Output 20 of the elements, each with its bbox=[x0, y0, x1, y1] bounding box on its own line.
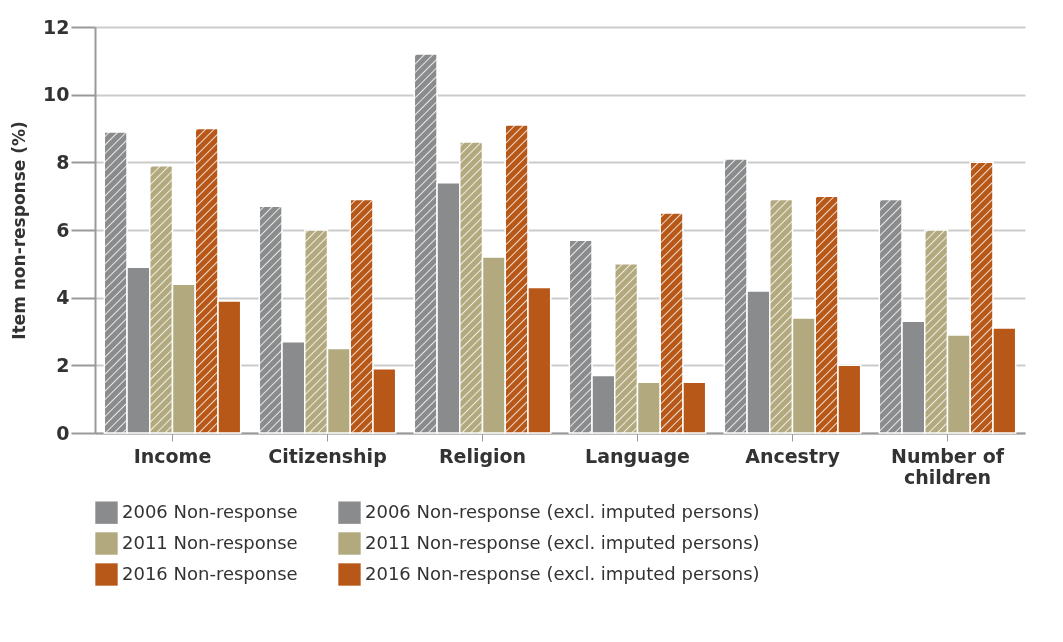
y-tick-label: 10 bbox=[43, 83, 70, 106]
legend-label: 2006 Non-response (excl. imputed persons) bbox=[365, 500, 760, 522]
y-tick-label: 2 bbox=[56, 353, 70, 376]
legend-label: 2011 Non-response bbox=[122, 531, 298, 553]
legend-label: 2016 Non-response bbox=[122, 562, 298, 584]
legend-label: 2016 Non-response (excl. imputed persons) bbox=[365, 562, 760, 584]
x-tick-label: Language bbox=[585, 444, 690, 467]
legend-label: 2006 Non-response bbox=[122, 500, 298, 522]
x-tick-label: Religion bbox=[438, 444, 527, 467]
y-tick-label: 0 bbox=[56, 421, 70, 444]
y-tick-label: 4 bbox=[56, 286, 70, 309]
y-tick-label: 12 bbox=[43, 15, 70, 38]
x-tick-label: Citizenship bbox=[268, 444, 387, 467]
x-tick-label: Number of children bbox=[890, 444, 1005, 488]
legend-label: 2011 Non-response (excl. imputed persons) bbox=[365, 531, 760, 553]
y-tick-label: 6 bbox=[56, 218, 70, 241]
x-tick-label: Ancestry bbox=[745, 444, 841, 467]
x-tick-label: Income bbox=[133, 444, 212, 467]
y-axis-title: Item non-response (%) bbox=[9, 121, 30, 340]
y-tick-label: 8 bbox=[56, 150, 70, 173]
